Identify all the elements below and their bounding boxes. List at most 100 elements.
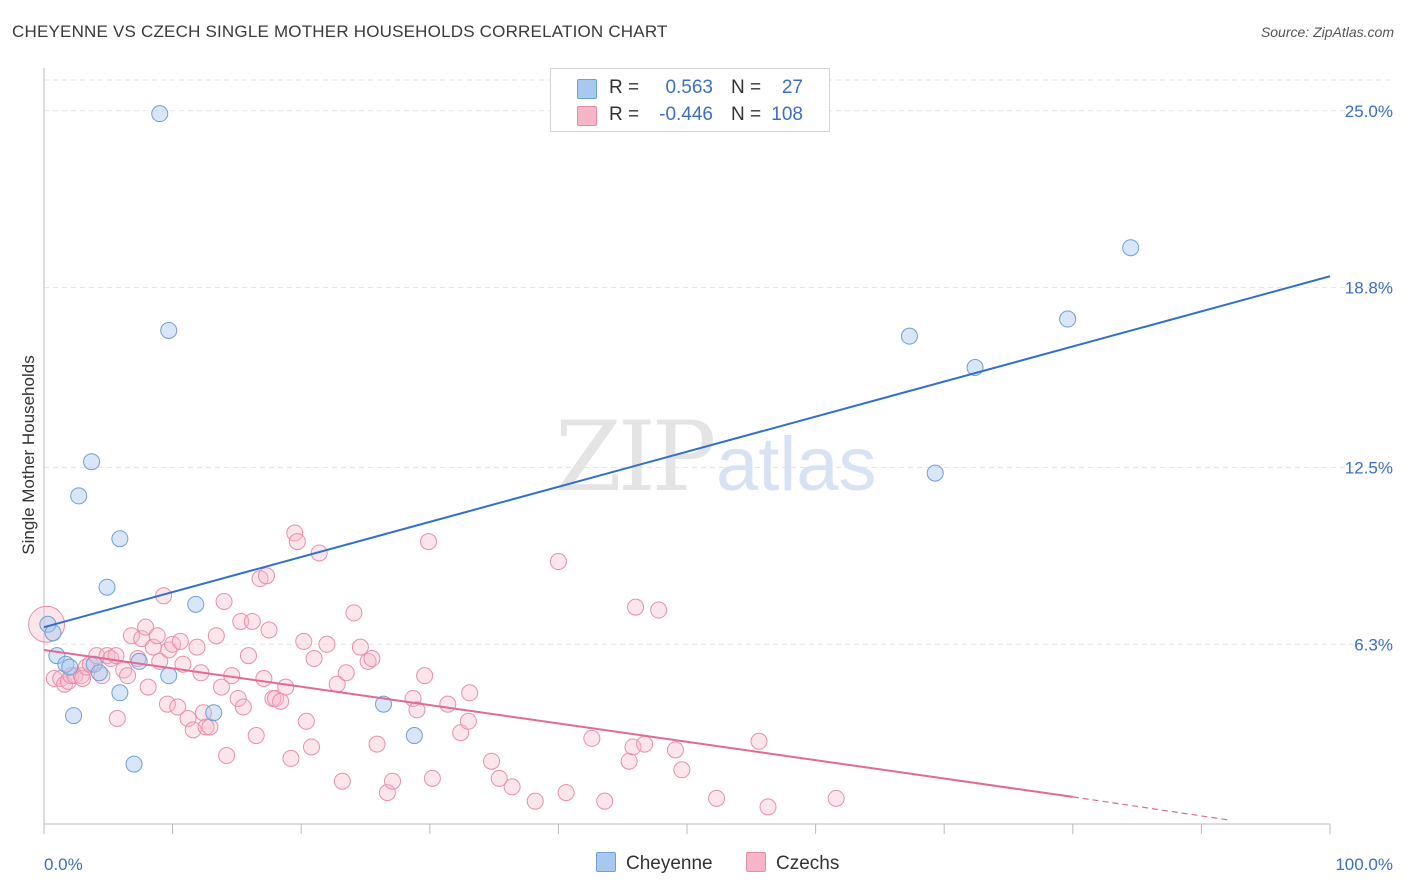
y-axis-label: Single Mother Households xyxy=(19,355,38,554)
czechs-point xyxy=(636,735,654,753)
legend-n-value: 108 xyxy=(771,104,803,125)
czechs-point xyxy=(260,621,278,639)
legend-row-cheyenne: R = 0.563 N = 27 xyxy=(551,75,829,101)
czechs-point xyxy=(119,667,137,685)
czechs-point xyxy=(212,678,230,696)
cheyenne-point xyxy=(1122,239,1140,257)
axes xyxy=(43,68,1331,834)
cheyenne-point xyxy=(160,667,178,685)
czechs-point xyxy=(158,695,176,713)
czechs-point xyxy=(333,772,351,790)
czechs-point xyxy=(416,667,434,685)
legend-swatch-czechs xyxy=(577,106,597,126)
cheyenne-point xyxy=(405,727,423,745)
czechs-point xyxy=(351,638,369,656)
czechs-point xyxy=(297,712,315,730)
legend-r-label: R = xyxy=(609,104,640,125)
czechs-point xyxy=(247,727,265,745)
czechs-point xyxy=(277,678,295,696)
czechs-point xyxy=(318,635,336,653)
czechs-point xyxy=(184,721,202,739)
czechs-point xyxy=(234,698,252,716)
czechs-point xyxy=(666,741,684,759)
bottom-legend-czechs: Czechs xyxy=(746,852,839,875)
czechs-point xyxy=(45,670,63,688)
cheyenne-point xyxy=(926,464,944,482)
czechs-point xyxy=(583,729,601,747)
czechs-point xyxy=(557,784,575,802)
czechs-point xyxy=(272,692,290,710)
y-tick-label: 18.8% xyxy=(1345,279,1393,298)
y-tick-label: 6.3% xyxy=(1354,635,1393,654)
y-tick-label: 25.0% xyxy=(1345,102,1393,121)
czechs-point xyxy=(503,778,521,796)
czechs-point xyxy=(288,533,306,551)
czechs-point xyxy=(207,627,225,645)
czechs-point xyxy=(526,792,544,810)
czechs-point xyxy=(188,638,206,656)
czechs-point xyxy=(201,718,219,736)
czechs-point xyxy=(232,612,250,630)
grid-lines xyxy=(44,79,1390,645)
x-tick-label: 0.0% xyxy=(44,855,83,874)
czechs-point xyxy=(295,632,313,650)
correlation-legend: R = 0.563 N = 27 R = -0.446 N = 108 xyxy=(550,68,830,132)
czechs-point xyxy=(122,627,140,645)
czechs-point xyxy=(750,732,768,750)
cheyenne-point xyxy=(151,105,169,123)
czechs-point xyxy=(239,647,257,665)
cheyenne-point xyxy=(160,321,178,339)
czechs-point xyxy=(28,605,66,643)
czechs-point xyxy=(74,670,92,688)
czechs-point xyxy=(483,752,501,770)
czechs-point xyxy=(108,709,126,727)
cheyenne-point xyxy=(61,658,79,676)
czechs-point xyxy=(461,684,479,702)
czechs-point xyxy=(378,784,396,802)
czechs-point xyxy=(490,769,508,787)
czechs-trend-line xyxy=(43,648,1073,798)
watermark-atlas: atlas xyxy=(716,422,877,507)
bottom-swatch-czechs xyxy=(746,852,766,872)
czechs-point xyxy=(197,718,215,736)
cheyenne-point xyxy=(65,707,83,725)
legend-n-value: 27 xyxy=(781,77,803,98)
cheyenne-point xyxy=(125,755,143,773)
y-tick-label: 12.5% xyxy=(1345,458,1393,477)
czechs-point xyxy=(708,789,726,807)
source-label: Source: ZipAtlas.com xyxy=(1260,24,1394,40)
czechs-point xyxy=(549,553,567,571)
czechs-point xyxy=(139,678,157,696)
x-tick-label: 100.0% xyxy=(1335,855,1393,874)
czechs-point xyxy=(215,592,233,610)
cheyenne-point xyxy=(83,453,101,471)
czechs-point xyxy=(229,689,247,707)
cheyenne-point xyxy=(70,487,88,505)
watermark-zip: ZIP xyxy=(555,401,714,513)
legend-row-czechs: R = -0.446 N = 108 xyxy=(551,102,829,128)
cheyenne-point xyxy=(90,664,108,682)
cheyenne-point xyxy=(205,704,223,722)
czechs-point xyxy=(179,709,197,727)
cheyenne-point xyxy=(1059,310,1077,328)
czechs-point xyxy=(620,752,638,770)
czechs-point xyxy=(420,533,438,551)
legend-n-label: N = xyxy=(731,104,762,125)
czechs-point xyxy=(759,798,777,816)
bottom-legend-label: Czechs xyxy=(776,853,840,874)
czechs-trend-extension xyxy=(1072,796,1228,821)
czechs-point xyxy=(255,670,273,688)
czechs-point xyxy=(459,712,477,730)
cheyenne-point xyxy=(111,684,129,702)
czechs-point xyxy=(218,747,236,765)
cheyenne-point xyxy=(130,652,148,670)
cheyenne-point xyxy=(111,530,129,548)
czechs-point xyxy=(345,604,363,622)
czechs-point xyxy=(243,612,261,630)
czechs-point xyxy=(302,738,320,756)
cheyenne-point xyxy=(900,327,918,345)
czechs-point xyxy=(137,618,155,636)
czechs-point xyxy=(257,567,275,585)
chart-title: CHEYENNE VS CZECH SINGLE MOTHER HOUSEHOL… xyxy=(12,22,668,41)
x-tick-labels: 0.0% 100.0% xyxy=(44,855,1393,874)
